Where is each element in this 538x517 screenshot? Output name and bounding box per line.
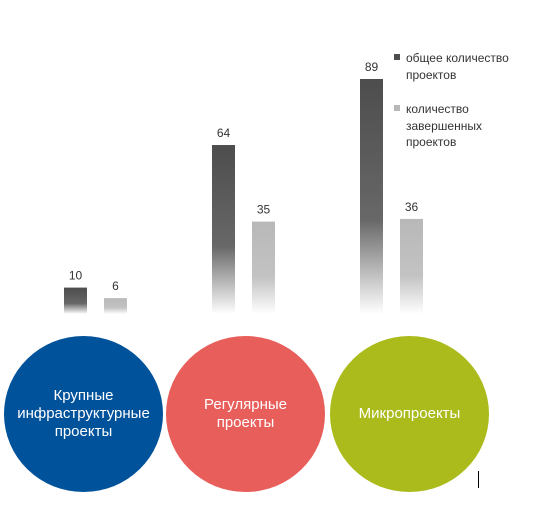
- bar: [64, 287, 87, 314]
- text-cursor: [478, 471, 479, 488]
- legend-item-total: общее количество проектов: [394, 50, 534, 83]
- data-label: 35: [257, 203, 271, 217]
- legend-item-completed: количество завершенных проектов: [394, 101, 534, 151]
- bar: [104, 298, 127, 314]
- data-label: 10: [69, 269, 83, 283]
- bar: [400, 218, 423, 314]
- bar: [360, 79, 383, 314]
- category-circle: Крупные инфраструктурные проекты: [4, 336, 163, 492]
- bar: [252, 221, 275, 314]
- legend-label-total: общее количество проектов: [406, 51, 509, 82]
- value-label-group: 10 64 89 6 35 36: [69, 60, 419, 293]
- legend-label-completed: количество завершенных проектов: [406, 102, 482, 149]
- category-circle: Микропроекты: [330, 336, 489, 492]
- legend-swatch-total: [394, 54, 400, 60]
- category-circle: Регулярные проекты: [166, 336, 325, 492]
- data-label: 89: [365, 60, 379, 74]
- legend-swatch-completed: [394, 105, 400, 111]
- category-micro: Микропроекты: [330, 336, 489, 492]
- data-label: 64: [217, 126, 231, 140]
- data-label: 36: [405, 200, 419, 214]
- legend: общее количество проектов количество зав…: [394, 50, 534, 169]
- category-regular: Регулярные проекты: [166, 336, 325, 492]
- bar: [212, 145, 235, 314]
- bar-group: [64, 79, 423, 314]
- category-large-infrastructure: Крупные инфраструктурные проекты: [4, 336, 163, 492]
- data-label: 6: [112, 279, 119, 293]
